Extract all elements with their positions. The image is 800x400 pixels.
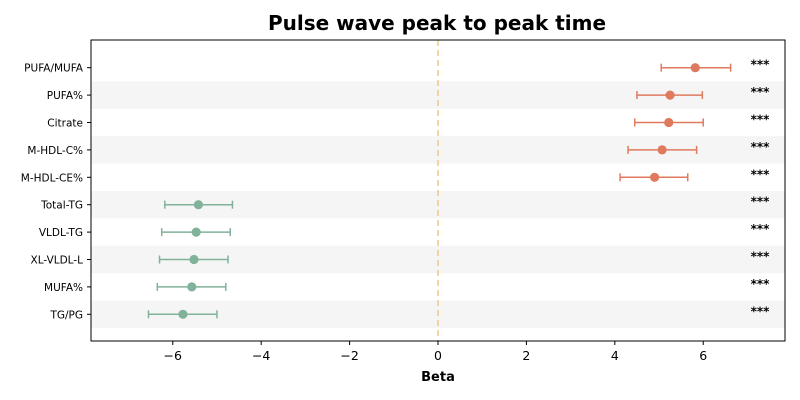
point-estimate — [649, 172, 660, 182]
category-label: M-HDL-CE% — [21, 172, 83, 184]
category-label: XL-VLDL-L — [31, 255, 84, 267]
category-label: Citrate — [47, 118, 83, 130]
category-label: TG/PG — [49, 309, 83, 321]
point-estimate — [178, 309, 188, 319]
significance-label: *** — [751, 250, 771, 264]
point-estimate — [187, 282, 197, 292]
category-labels: PUFA/MUFA PUFA% Citrate M-HDL-C% M-HDL-CE% To… — [21, 63, 91, 321]
category-label: Total-TG — [40, 200, 83, 212]
x-tick-label: 4 — [611, 348, 619, 363]
point-estimate — [189, 254, 199, 265]
x-axis-label: Beta — [421, 370, 455, 385]
point-estimate — [665, 90, 675, 100]
category-label: VLDL-TG — [39, 227, 83, 239]
point-estimate — [657, 145, 667, 155]
category-label: M-HDL-C% — [27, 145, 83, 157]
significance-label: *** — [751, 304, 771, 318]
significance-label: *** — [751, 195, 771, 209]
significance-labels: *** *** *** *** *** *** *** *** *** *** — [751, 58, 771, 319]
point-estimate — [191, 227, 201, 237]
point-estimate — [664, 117, 674, 128]
chart-title: Pulse wave peak to peak time — [268, 11, 606, 35]
significance-label: *** — [751, 58, 771, 72]
significance-label: *** — [751, 167, 771, 181]
significance-label: *** — [751, 113, 771, 127]
point-estimate — [193, 200, 204, 210]
x-tick-label: 0 — [434, 348, 442, 363]
category-label: PUFA/MUFA — [24, 63, 84, 75]
data-marks — [147, 63, 732, 319]
category-label: MUFA% — [44, 282, 83, 294]
x-tick-label: −2 — [340, 348, 358, 363]
x-tick-label: 2 — [522, 348, 530, 363]
significance-label: *** — [751, 277, 771, 291]
x-tick-label: −4 — [252, 348, 270, 363]
x-axis: −6 −4 −2 0 2 4 6 — [164, 341, 707, 363]
significance-label: *** — [751, 140, 771, 154]
significance-label: *** — [751, 222, 771, 236]
x-tick-label: 6 — [699, 348, 707, 363]
x-tick-label: −6 — [164, 348, 182, 363]
category-label: PUFA% — [47, 90, 83, 102]
point-estimate — [690, 63, 700, 73]
significance-label: *** — [751, 85, 771, 99]
